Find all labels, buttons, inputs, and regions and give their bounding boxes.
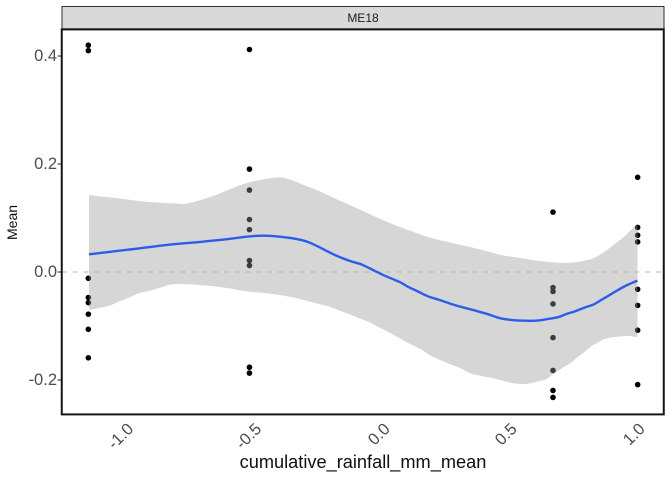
data-point [85, 355, 92, 361]
data-point [85, 275, 92, 282]
data-point [634, 302, 641, 309]
data-point [634, 232, 641, 239]
data-point [85, 294, 92, 301]
y-tick-label: -0.2 [28, 370, 57, 389]
data-point [85, 311, 92, 317]
data-point [550, 301, 556, 307]
data-point [246, 166, 253, 172]
data-point [550, 334, 556, 341]
data-point [550, 387, 556, 394]
y-tick-label: 0.0 [34, 262, 57, 281]
data-point [85, 42, 92, 49]
data-point [246, 216, 253, 223]
data-point [634, 224, 641, 231]
data-point [550, 367, 556, 374]
y-tick-label: 0.4 [34, 46, 57, 65]
data-point [634, 174, 641, 181]
data-point [634, 286, 641, 293]
data-point [85, 47, 92, 54]
facet-strip-label: ME18 [347, 10, 379, 25]
data-point [246, 187, 253, 193]
data-point [550, 284, 556, 291]
x-axis-title: cumulative_rainfall_mm_mean [239, 451, 487, 472]
data-point [634, 327, 641, 334]
y-tick-label: 0.2 [34, 154, 57, 173]
data-point [634, 239, 641, 245]
data-point [550, 394, 556, 401]
data-point [550, 209, 556, 215]
data-point [550, 288, 556, 295]
data-point [246, 226, 253, 233]
data-point [246, 46, 253, 53]
data-point [634, 381, 641, 388]
panel-border [60, 28, 665, 416]
panel-background [61, 29, 664, 415]
data-point [246, 370, 253, 376]
data-point [85, 326, 92, 333]
confidence-ribbon [89, 177, 638, 385]
smooth-trend-line [88, 234, 638, 323]
data-point [85, 299, 92, 306]
data-point [246, 364, 253, 371]
data-point [246, 262, 253, 269]
data-point [246, 257, 253, 264]
